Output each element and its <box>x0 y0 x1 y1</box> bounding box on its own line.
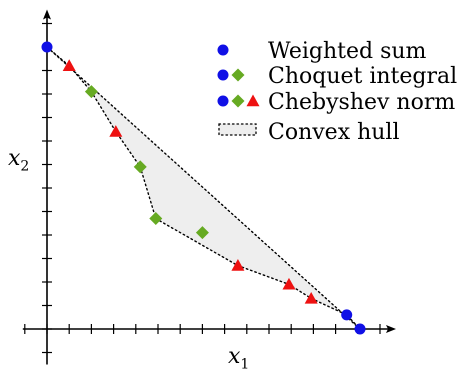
x-axis-label-text: x <box>228 344 241 369</box>
y-axis-label-text: x <box>8 146 21 171</box>
legend: Weighted sum Choquet integral Chebyshev … <box>217 39 457 145</box>
legend-label-weighted-sum: Weighted sum <box>268 39 427 64</box>
weighted-sum-point <box>41 41 53 53</box>
y-axis-label-subscript: 2 <box>20 158 30 175</box>
legend-marks <box>217 44 260 136</box>
data-marks-layer <box>41 41 366 335</box>
weighted-sum-point <box>354 323 366 335</box>
weighted-sum-point <box>341 309 353 321</box>
axes <box>22 9 396 365</box>
choquet-integral-point <box>84 85 98 99</box>
x-axis-arrowhead <box>386 325 396 333</box>
chebyshev-norm-point <box>62 59 76 71</box>
chebyshev-norm-point <box>282 277 296 290</box>
legend-label-convex-hull: Convex hull <box>268 120 400 145</box>
chebyshev-norm-point <box>304 291 318 304</box>
legend-circle-marker <box>217 44 229 56</box>
legend-diamond-marker <box>231 68 245 82</box>
chebyshev-norm-point <box>109 125 123 137</box>
legend-triangle-marker <box>246 94 260 107</box>
x-axis-label-subscript: 1 <box>240 356 250 373</box>
legend-circle-marker <box>217 69 229 81</box>
legend-hull-swatch <box>218 123 257 136</box>
legend-label-choquet-integral: Choquet integral <box>268 64 457 89</box>
y-axis-label: x2 <box>8 146 29 174</box>
choquet-integral-point <box>195 226 209 240</box>
x-axis-label: x1 <box>228 344 249 372</box>
legend-circle-marker <box>217 95 229 107</box>
chebyshev-norm-point <box>231 259 245 271</box>
choquet-integral-point <box>133 160 147 174</box>
choquet-integral-point <box>149 212 163 226</box>
legend-diamond-marker <box>231 94 245 108</box>
legend-label-chebyshev-norm: Chebyshev norm <box>268 90 455 115</box>
y-axis-arrowhead <box>43 9 51 20</box>
